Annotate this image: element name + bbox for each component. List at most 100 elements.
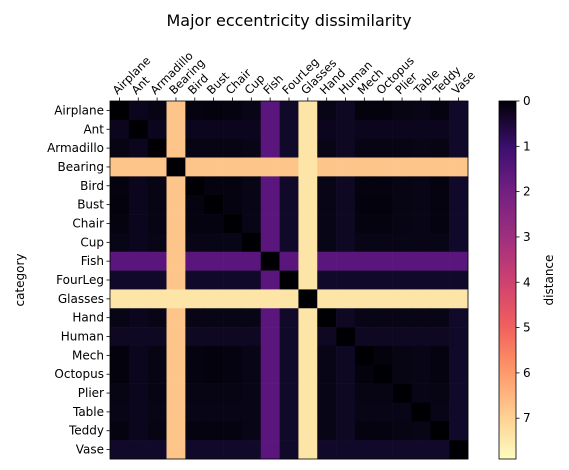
heatmap-cell xyxy=(298,308,318,328)
heatmap-cell xyxy=(241,421,262,441)
heatmap-cell xyxy=(373,327,393,347)
heatmap-cell xyxy=(110,138,130,158)
colorbar xyxy=(498,100,517,460)
heatmap-cell xyxy=(298,289,318,309)
heatmap-cell xyxy=(147,345,167,366)
heatmap-cell xyxy=(298,270,318,290)
heatmap-cell xyxy=(128,440,148,460)
heatmap-cell xyxy=(430,289,450,309)
heatmap-cell xyxy=(128,345,148,366)
heatmap-cell xyxy=(166,327,186,347)
heatmap-cell xyxy=(166,345,186,366)
heatmap-cell xyxy=(260,345,280,366)
heatmap-cell xyxy=(166,101,186,121)
heatmap-cell xyxy=(430,157,450,177)
y-tick-label: Fish xyxy=(81,254,104,268)
heatmap-cell xyxy=(260,157,280,177)
heatmap-cell xyxy=(430,308,450,328)
heatmap-cell xyxy=(185,195,205,215)
heatmap-cell xyxy=(241,176,262,196)
heatmap-cell xyxy=(279,289,299,309)
heatmap-cell xyxy=(411,383,431,403)
heatmap-cell xyxy=(204,157,224,177)
heatmap-cell xyxy=(110,327,130,347)
heatmap-cell xyxy=(392,308,412,328)
heatmap-cell xyxy=(223,214,243,234)
heatmap-cell xyxy=(279,232,299,253)
heatmap-cell xyxy=(317,119,337,139)
heatmap-cell xyxy=(317,176,337,196)
heatmap-cell xyxy=(279,364,299,384)
heatmap-cell xyxy=(279,421,299,441)
heatmap-cell xyxy=(147,364,167,384)
heatmap-cell xyxy=(260,421,280,441)
heatmap-cell xyxy=(430,232,450,253)
heatmap-cell xyxy=(241,345,262,366)
heatmap-cell xyxy=(317,440,337,460)
heatmap-cell xyxy=(166,383,186,403)
heatmap-cell xyxy=(411,421,431,441)
heatmap-cell xyxy=(430,327,450,347)
heatmap-cell xyxy=(128,157,148,177)
heatmap-cell xyxy=(411,195,431,215)
heatmap-cell xyxy=(110,232,130,253)
heatmap-cell xyxy=(260,270,280,290)
heatmap-cell xyxy=(223,157,243,177)
heatmap-cell xyxy=(260,364,280,384)
heatmap-cell xyxy=(147,214,167,234)
y-tick-label: Chair xyxy=(72,216,104,230)
heatmap-cell xyxy=(147,327,167,347)
colorbar-tick-label: 0 xyxy=(523,94,531,108)
heatmap-cell xyxy=(166,138,186,158)
heatmap-cell xyxy=(336,270,356,290)
heatmap-cell xyxy=(298,364,318,384)
heatmap-cell xyxy=(354,327,375,347)
heatmap-cell xyxy=(354,308,375,328)
heatmap-cell xyxy=(204,327,224,347)
y-tick-label: FourLeg xyxy=(56,273,104,287)
heatmap-cell xyxy=(449,327,469,347)
y-tick-label: Bearing xyxy=(58,160,104,174)
heatmap-cell xyxy=(430,119,450,139)
heatmap-cell xyxy=(110,308,130,328)
heatmap-cell xyxy=(336,327,356,347)
heatmap-cell xyxy=(449,214,469,234)
heatmap-cell xyxy=(336,176,356,196)
heatmap-cell xyxy=(430,176,450,196)
heatmap-cell xyxy=(298,251,318,271)
y-tick-label: Octopus xyxy=(54,367,104,381)
heatmap-cell xyxy=(373,232,393,253)
heatmap-cell xyxy=(110,214,130,234)
heatmap-cell xyxy=(392,383,412,403)
heatmap-cell xyxy=(317,308,337,328)
heatmap-cell xyxy=(147,270,167,290)
heatmap-cell xyxy=(147,421,167,441)
heatmap-cell xyxy=(336,101,356,121)
heatmap-cell xyxy=(260,101,280,121)
heatmap-cell xyxy=(166,195,186,215)
heatmap-cell xyxy=(279,402,299,422)
heatmap-cell xyxy=(298,421,318,441)
heatmap-cell xyxy=(411,402,431,422)
heatmap-cell xyxy=(166,157,186,177)
heatmap-cell xyxy=(354,289,375,309)
heatmap-cell xyxy=(430,195,450,215)
heatmap-cell xyxy=(317,421,337,441)
heatmap-cell xyxy=(336,195,356,215)
heatmap-cell xyxy=(128,421,148,441)
heatmap-cell xyxy=(373,157,393,177)
heatmap-cell xyxy=(354,270,375,290)
heatmap-cell xyxy=(298,327,318,347)
heatmap-cell xyxy=(430,101,450,121)
colorbar-tick-label: 3 xyxy=(523,230,531,244)
heatmap-cell xyxy=(298,402,318,422)
heatmap-cell xyxy=(430,138,450,158)
heatmap-cell xyxy=(147,402,167,422)
heatmap-cell xyxy=(354,364,375,384)
heatmap-cell xyxy=(392,214,412,234)
heatmap-cell xyxy=(449,232,469,253)
heatmap-cell xyxy=(260,214,280,234)
heatmap-cell xyxy=(110,402,130,422)
heatmap-cell xyxy=(373,138,393,158)
heatmap-cell xyxy=(336,345,356,366)
